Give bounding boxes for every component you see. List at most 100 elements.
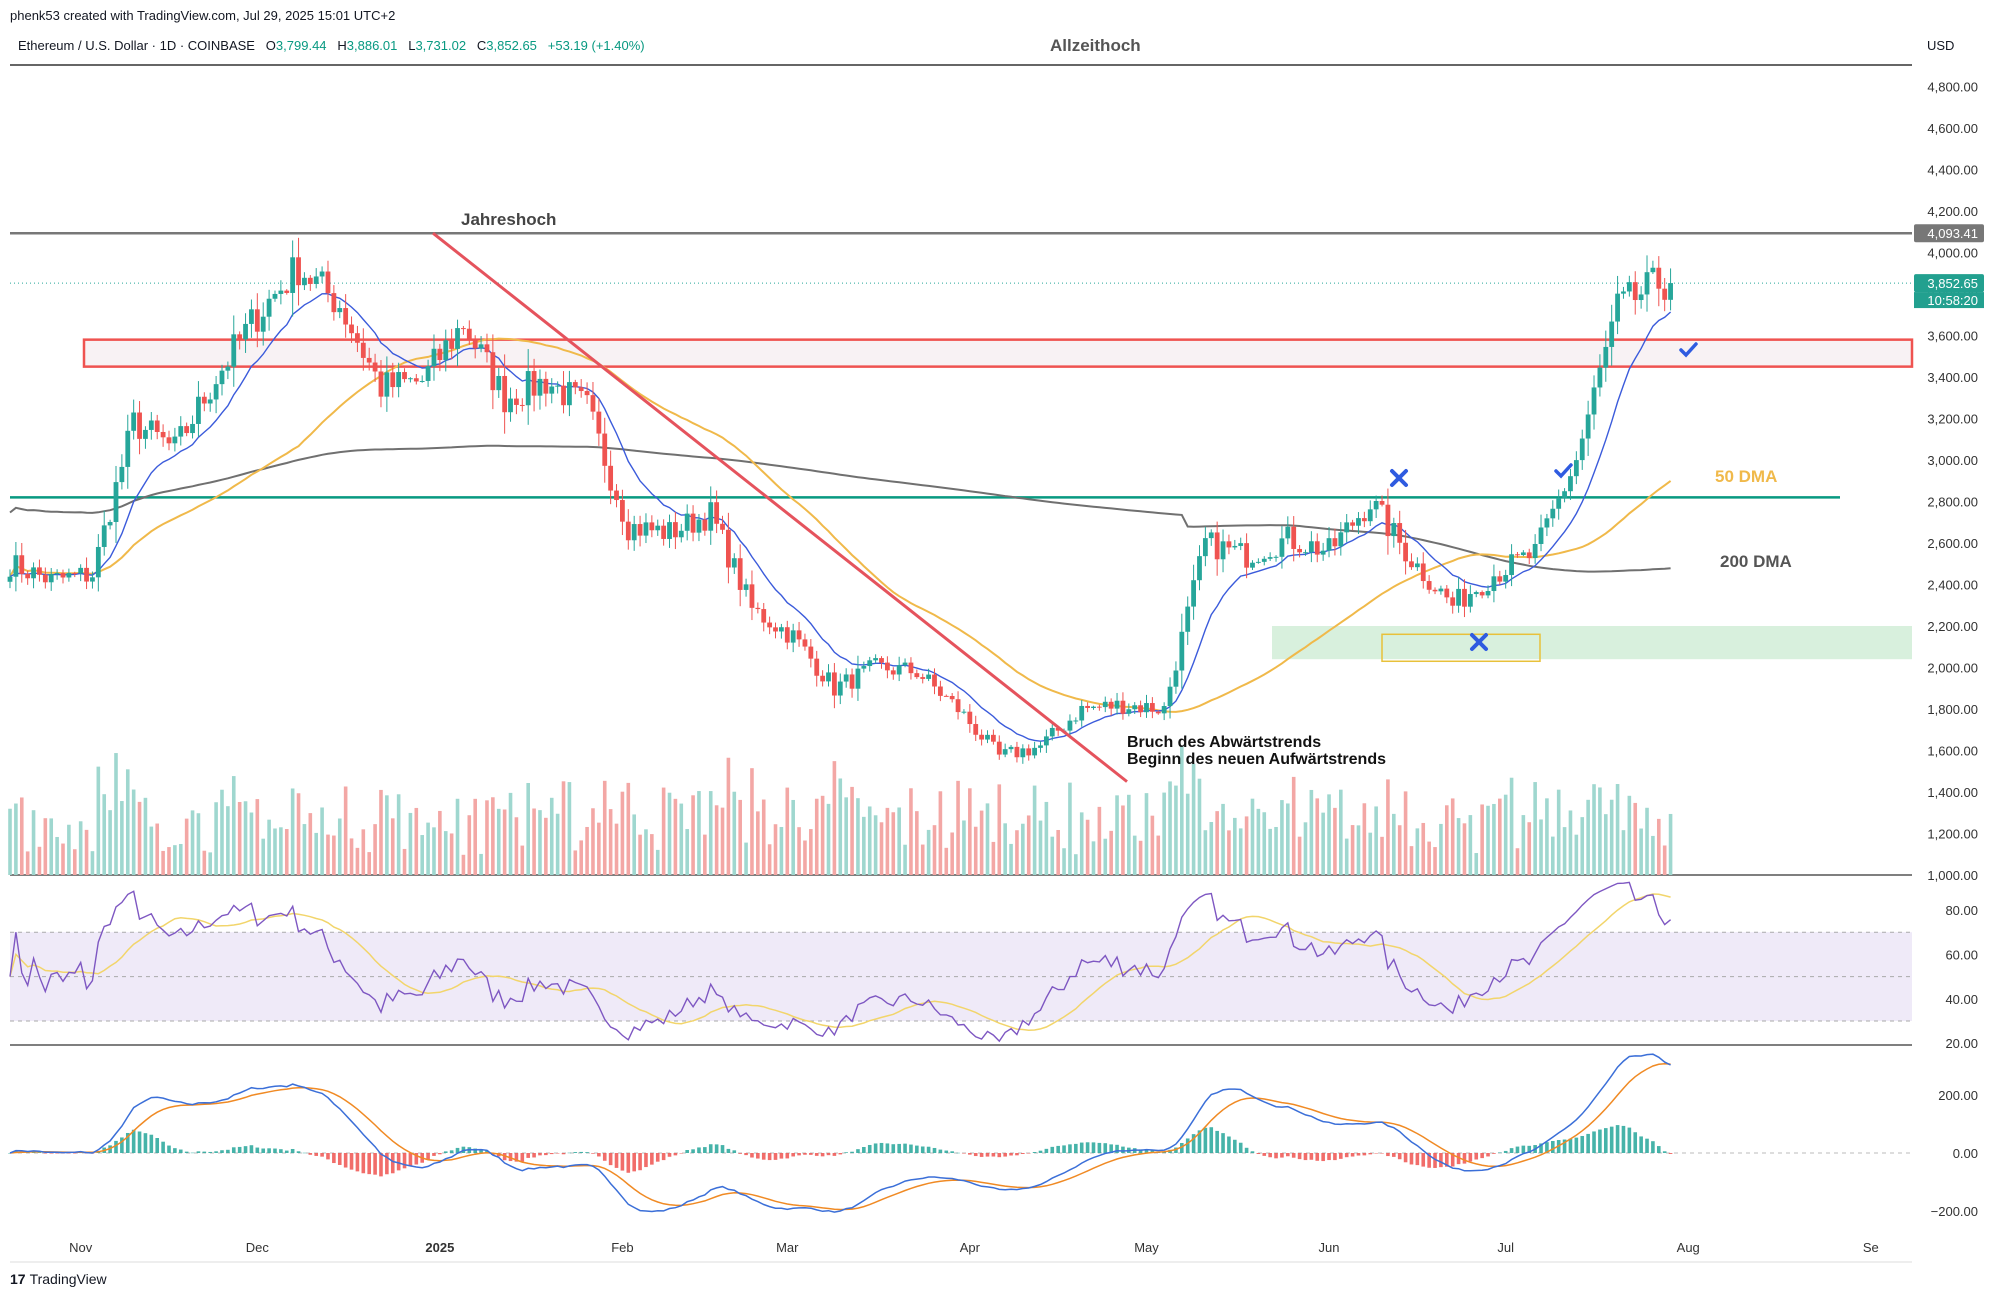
tradingview-logo[interactable]: 17 TradingView — [10, 1271, 107, 1287]
volume-bar — [302, 824, 307, 875]
macd-histogram-bar — [72, 1153, 77, 1154]
candle-body — [1568, 476, 1573, 492]
candle-body — [614, 490, 619, 501]
macd-histogram-bar — [926, 1146, 931, 1153]
macd-histogram-bar — [43, 1153, 48, 1154]
volume-bar — [1574, 834, 1579, 875]
high-price-badge — [1914, 224, 1984, 243]
macd-histogram-bar — [243, 1146, 248, 1153]
volume-bar — [1568, 810, 1573, 875]
macd-histogram-bar — [37, 1152, 42, 1154]
volume-bar — [1392, 813, 1396, 875]
macd-histogram-bar — [1339, 1153, 1343, 1159]
macd-histogram-bar — [1097, 1142, 1102, 1153]
candle-body — [1073, 720, 1079, 722]
macd-histogram-bar — [308, 1153, 313, 1155]
volume-bar — [903, 844, 907, 875]
volume-bar — [573, 850, 578, 875]
candle-body — [1303, 552, 1308, 554]
macd-histogram-bar — [532, 1153, 536, 1158]
candle-body — [1232, 545, 1238, 548]
candle-body — [1297, 548, 1302, 553]
candle-body — [1238, 543, 1244, 546]
macd-histogram-bar — [938, 1149, 943, 1153]
candle-body — [1485, 591, 1491, 596]
candle-body — [243, 323, 248, 340]
candle-body — [1632, 282, 1638, 301]
candle-body — [1250, 562, 1255, 568]
candle-body — [260, 316, 266, 332]
volume-bar — [402, 848, 407, 875]
candle-body — [1226, 541, 1232, 548]
candle-body — [1609, 321, 1615, 347]
macd-histogram-bar — [962, 1153, 966, 1154]
candle-body — [778, 627, 784, 632]
candle-body — [584, 391, 590, 396]
volume-bar — [944, 847, 949, 875]
volume-bar — [279, 827, 283, 875]
candle-body — [979, 734, 985, 740]
macd-histogram-bar — [791, 1153, 795, 1157]
volume-bar — [814, 798, 819, 875]
candle-body — [649, 522, 655, 531]
volume-bar — [1598, 787, 1602, 875]
volume-bar — [567, 782, 572, 875]
candle-body — [160, 431, 166, 438]
candle-body — [419, 380, 425, 382]
macd-histogram-bar — [567, 1152, 572, 1154]
volume-bar — [78, 821, 83, 875]
candle-body — [567, 382, 572, 406]
volume-bar — [173, 845, 177, 875]
candle-body — [1120, 700, 1126, 714]
volume-bar — [1339, 789, 1343, 875]
volume-bar — [1250, 798, 1255, 875]
currency-selector[interactable]: USD — [1927, 38, 1955, 53]
candle-body — [937, 686, 943, 696]
rsi-pane — [9, 881, 1912, 1043]
candle-body — [413, 378, 419, 382]
candle-body — [372, 362, 378, 372]
volume-bar — [1586, 799, 1590, 875]
macd-histogram-bar — [779, 1153, 784, 1159]
candle-body — [1208, 532, 1214, 539]
volume-bar — [396, 794, 401, 875]
macd-histogram-bar — [956, 1152, 960, 1154]
macd-histogram-bar — [8, 1153, 12, 1154]
macd-histogram-bar — [1362, 1153, 1367, 1156]
candle-body — [867, 660, 873, 667]
volume-bar — [820, 795, 825, 875]
candle-body — [549, 386, 555, 394]
volume-bar — [1350, 825, 1355, 875]
volume-bar — [938, 791, 943, 875]
candle-body — [1497, 576, 1503, 582]
candle-body — [119, 466, 125, 483]
candle-body — [1403, 542, 1408, 562]
candle-body — [1002, 749, 1008, 755]
candle-body — [814, 658, 820, 676]
candle-body — [1014, 746, 1020, 758]
volume-bar — [1280, 800, 1284, 875]
candle-body — [1214, 532, 1220, 560]
macd-histogram-bar — [661, 1153, 666, 1161]
candle-body — [219, 370, 225, 385]
macd-histogram-bar — [997, 1153, 1002, 1158]
volume-bar — [1191, 763, 1196, 875]
symbol-legend[interactable]: Ethereum / U.S. Dollar · 1D · COINBASE O… — [18, 38, 645, 53]
symbol-name[interactable]: Ethereum / U.S. Dollar · 1D · COINBASE — [18, 38, 255, 53]
volume-bar — [496, 808, 501, 875]
candle-body — [472, 340, 478, 349]
volume-bar — [1180, 745, 1184, 875]
macd-histogram-bar — [1545, 1142, 1549, 1153]
candle-body — [655, 525, 661, 531]
volume-bar — [579, 840, 583, 875]
tradingview-mark-icon: 17 — [10, 1271, 26, 1287]
candle-body — [631, 524, 637, 541]
macd-histogram-bar — [1403, 1153, 1408, 1163]
macd-histogram-bar — [897, 1143, 901, 1153]
volume-bar — [1421, 822, 1426, 875]
macd-histogram-bar — [343, 1153, 348, 1168]
candle-body — [1020, 748, 1026, 758]
volume-bar — [979, 810, 984, 875]
volume-bar — [438, 810, 442, 875]
